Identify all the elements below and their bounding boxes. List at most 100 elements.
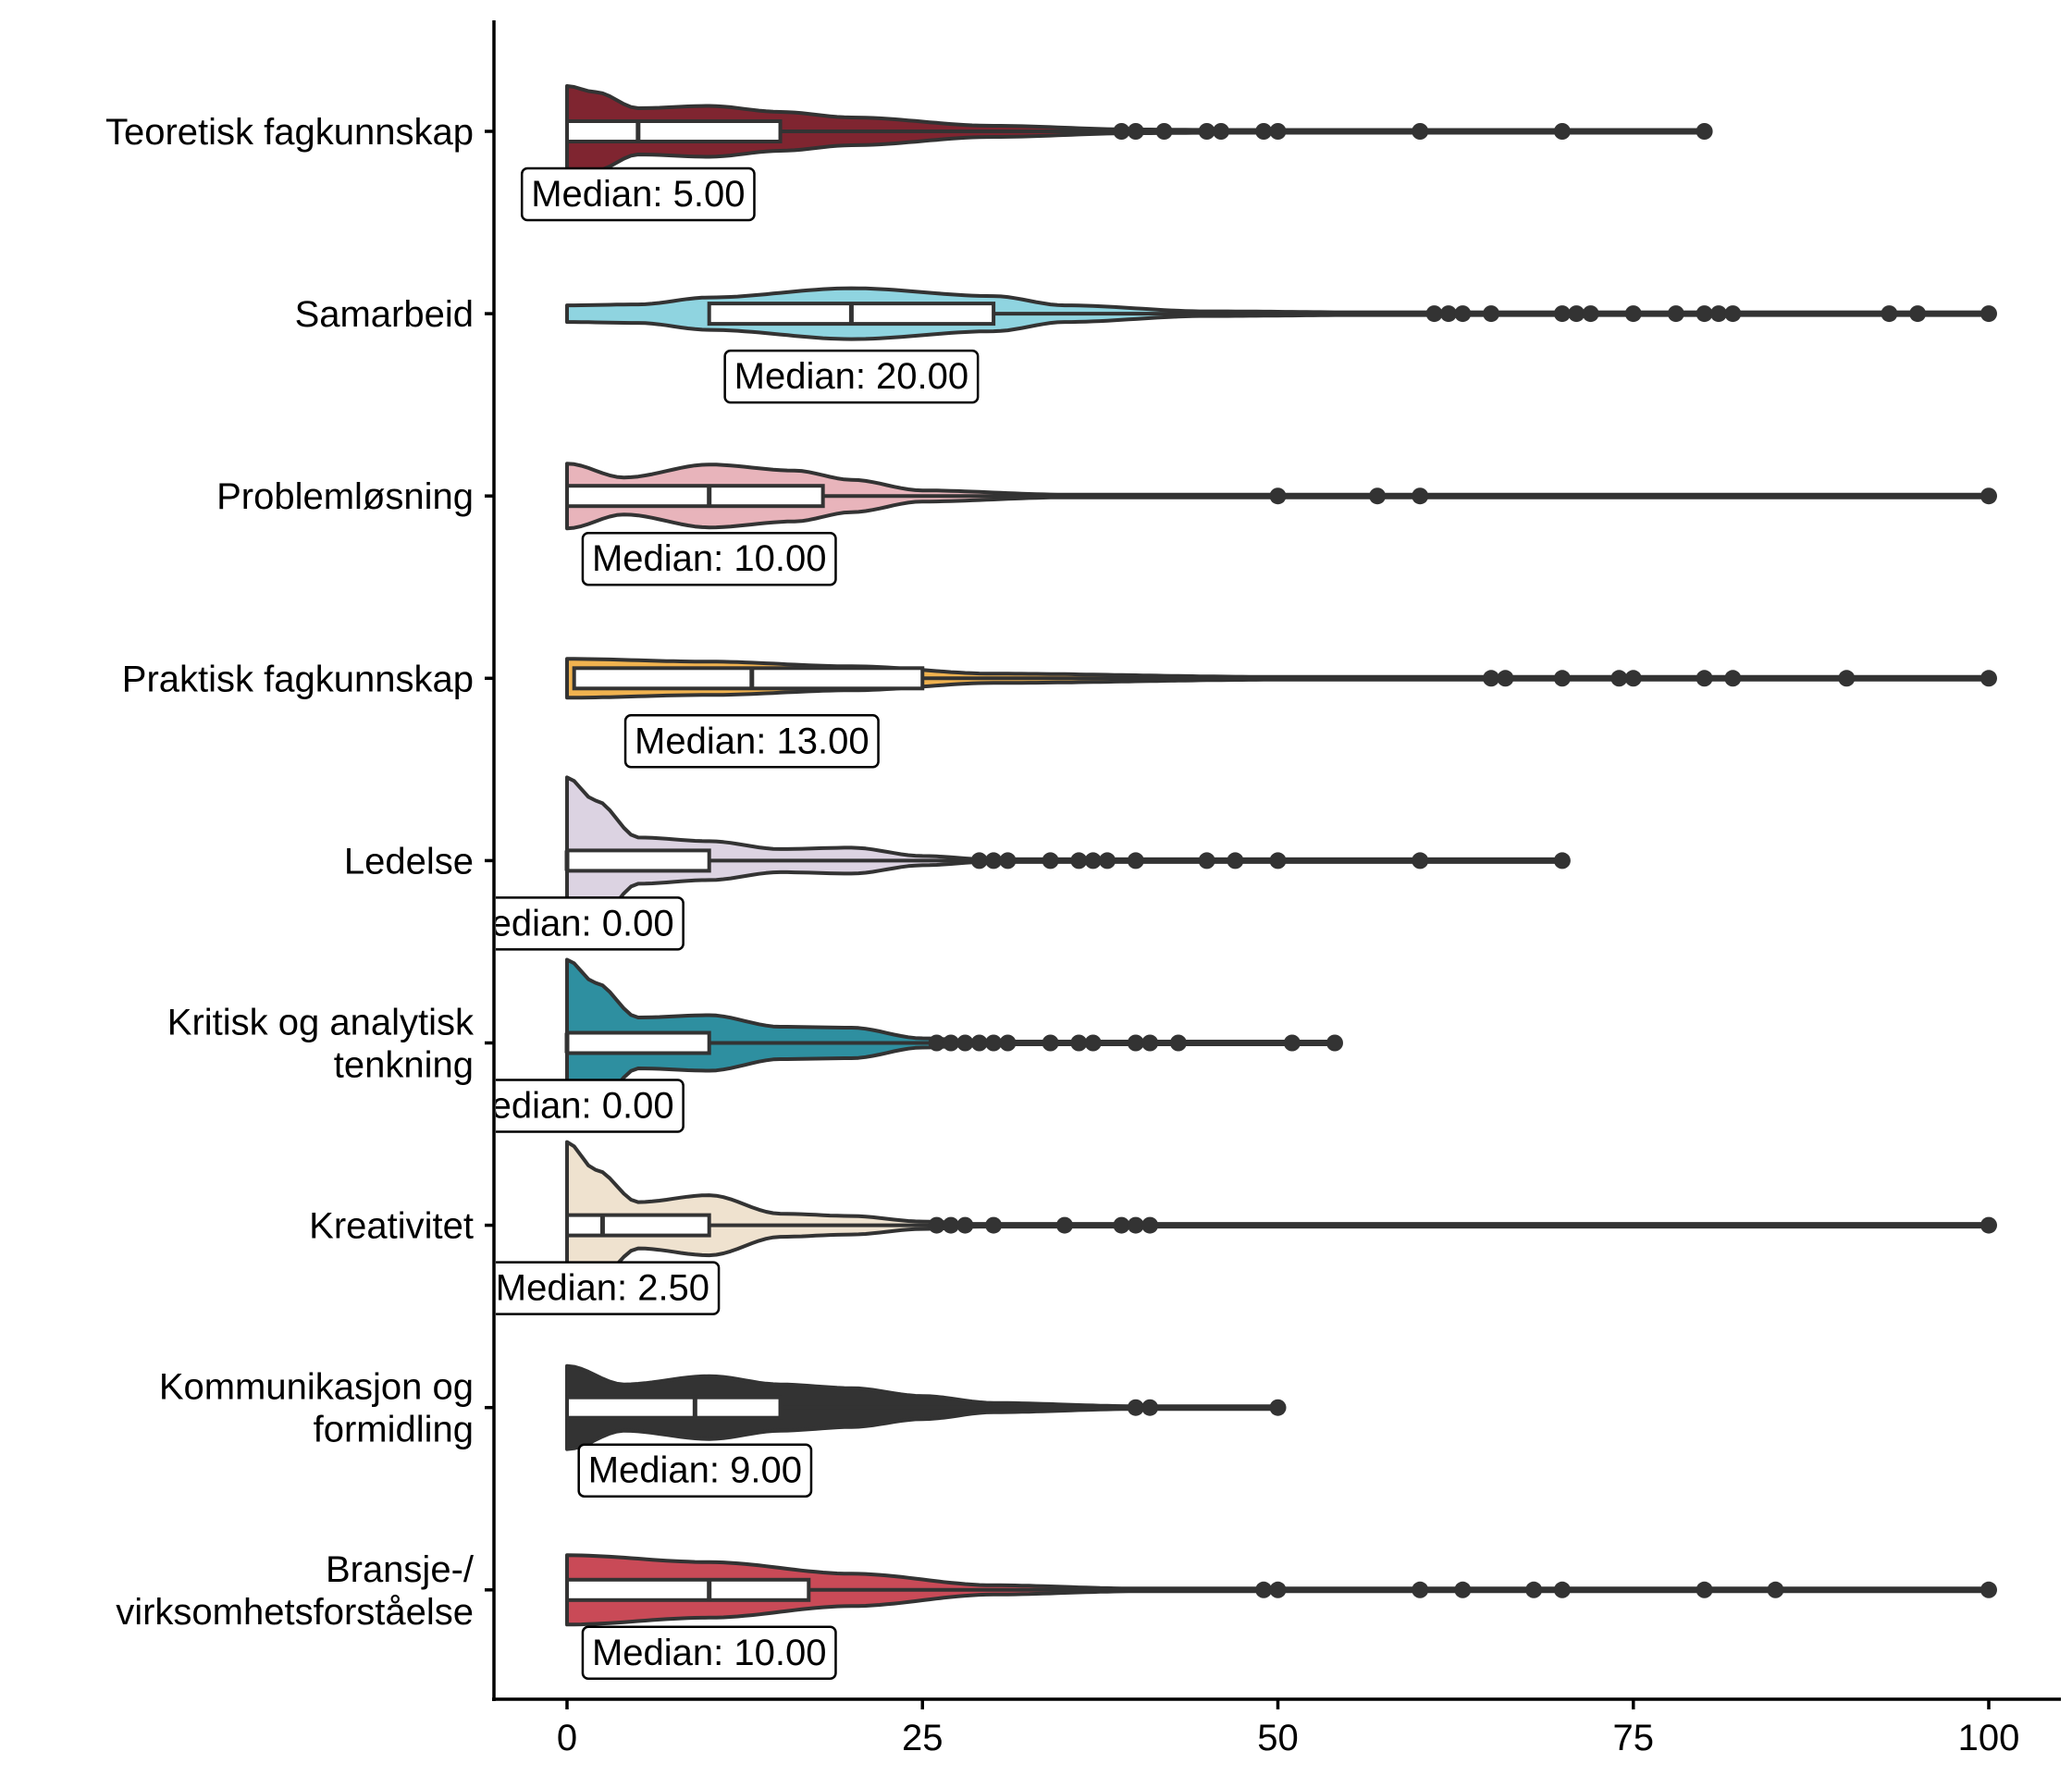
median-label-text: Median: 9.00 (588, 1450, 802, 1491)
outlier-point (1369, 487, 1387, 505)
outlier-point (1070, 1034, 1088, 1052)
outlier-point (956, 1034, 974, 1052)
median-label: Median: 20.00 (723, 349, 980, 404)
outlier-point (1553, 852, 1571, 870)
outlier-point (1127, 123, 1144, 140)
outlier-point (1980, 670, 1997, 687)
y-tick-label-line: Kritisk og analytisk (167, 1003, 475, 1043)
outlier-point (1497, 670, 1514, 687)
outlier-point (985, 852, 1003, 870)
box (565, 848, 711, 873)
median-label-box (581, 1625, 837, 1681)
outlier-point (942, 1034, 959, 1052)
x-tick-label: 75 (1613, 1718, 1655, 1758)
outlier-point (1412, 487, 1429, 505)
y-tick-label: Samarbeid (295, 294, 474, 335)
outlier-point (1127, 1399, 1144, 1416)
y-tick-label: Kreativitet (309, 1206, 474, 1247)
median-label: Median: 10.00 (581, 1625, 837, 1681)
outlier-point (1553, 123, 1571, 140)
median-label: Median: 5.00 (520, 166, 756, 222)
outlier-point (1269, 1399, 1287, 1416)
violin-group (565, 84, 1713, 179)
box (572, 666, 925, 691)
y-tick-label-line: Bransje-/ (326, 1549, 475, 1590)
outlier-point (1155, 123, 1173, 140)
violin-group (565, 1140, 1997, 1311)
outlier-point (1582, 305, 1599, 323)
outlier-point (1553, 1581, 1571, 1598)
box (565, 1030, 711, 1055)
outlier-point (1042, 1034, 1059, 1052)
outlier-point (1113, 1216, 1130, 1234)
outlier-point (1667, 305, 1684, 323)
median-label: Median: 10.00 (581, 531, 837, 586)
outlier-point (1283, 1034, 1301, 1052)
median-label-box (577, 1443, 813, 1498)
outlier-point (1127, 852, 1144, 870)
y-tick-label: Bransje-/virksomhetsforståelse (116, 1549, 475, 1633)
outlier-point (1525, 1581, 1543, 1598)
y-tick-label-line: Praktisk fagkunnskap (122, 659, 474, 699)
outlier-point (1696, 1581, 1713, 1598)
median-label: Median: 9.00 (577, 1443, 813, 1498)
median-label-box (496, 896, 684, 951)
outlier-point (1412, 1581, 1429, 1598)
box (565, 119, 783, 143)
outlier-point (1255, 1581, 1273, 1598)
outlier-point (1055, 1216, 1073, 1234)
outlier-point (1980, 487, 1997, 505)
outlier-point (1909, 305, 1927, 323)
outlier-point (1724, 305, 1742, 323)
outlier-point (1227, 852, 1244, 870)
box (565, 1577, 811, 1602)
median-label-box (496, 1261, 721, 1315)
outlier-point (1980, 1216, 1997, 1234)
outlier-point (1553, 305, 1571, 323)
median-label-box (581, 531, 837, 586)
outlier-point (1042, 852, 1059, 870)
outlier-point (1696, 670, 1713, 687)
outlier-point (1084, 1034, 1102, 1052)
outlier-point (1255, 123, 1273, 140)
median-label: Median: 0.00 (496, 896, 684, 951)
outlier-point (1483, 305, 1500, 323)
y-tick-label-line: Problemløsning (216, 476, 474, 517)
y-tick-label: Teoretisk fagkunnskap (105, 112, 474, 153)
median-label: Median: 2.50 (496, 1261, 721, 1315)
box (565, 1213, 711, 1238)
outlier-point (970, 852, 988, 870)
outlier-point (1439, 305, 1457, 323)
median-label-text: Median: 13.00 (635, 721, 870, 761)
median-label: Median: 13.00 (623, 714, 880, 769)
median-label-box (723, 349, 980, 404)
y-tick-label: Kritisk og analytisk tenkning (167, 1003, 475, 1086)
outlier-point (1127, 1216, 1144, 1234)
outlier-point (1198, 123, 1215, 140)
outlier-point (928, 1034, 945, 1052)
outlier-point (928, 1216, 945, 1234)
outlier-point (1269, 487, 1287, 505)
outlier-point (1553, 670, 1571, 687)
outlier-point (1483, 670, 1500, 687)
median-label-text: Median: 2.50 (496, 1268, 709, 1309)
median-label-text: Median: 20.00 (734, 356, 969, 397)
outlier-point (1724, 670, 1742, 687)
outlier-point (1141, 1034, 1159, 1052)
outlier-point (1454, 1581, 1472, 1598)
outlier-point (1070, 852, 1088, 870)
outlier-point (1213, 123, 1230, 140)
y-tick-label-line: Ledelse (344, 841, 474, 882)
y-tick-label: Praktisk fagkunnskap (122, 659, 474, 699)
y-tick-label: Kommunikasjon og formidling (159, 1367, 474, 1450)
median-label-box (520, 166, 756, 222)
median-label-box (623, 714, 880, 769)
violin-group (564, 957, 1343, 1128)
y-tick-label-line: virksomhetsforståelse (116, 1592, 474, 1633)
outlier-point (1169, 1034, 1187, 1052)
y-tick-label-line: Samarbeid (295, 294, 474, 335)
y-tick-label-line: formidling (314, 1410, 474, 1450)
outlier-point (1568, 305, 1585, 323)
x-tick-label: 0 (557, 1718, 577, 1758)
